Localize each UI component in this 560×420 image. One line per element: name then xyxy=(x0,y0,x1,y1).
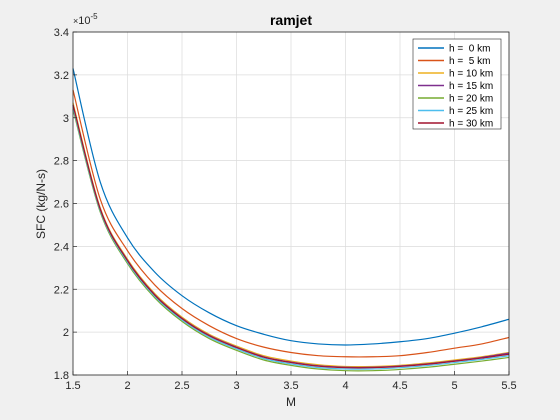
x-tick-label: 4.5 xyxy=(392,380,407,392)
x-tick-label: 3.5 xyxy=(283,380,298,392)
series-line-6 xyxy=(72,104,510,369)
legend-entry-1: h = 5 km xyxy=(449,56,490,67)
legend-box xyxy=(412,38,502,130)
x-tick-label: 4 xyxy=(342,380,348,392)
legend-entry-2: h = 10 km xyxy=(449,69,493,80)
series-line-5 xyxy=(72,106,510,370)
y-tick-label: 3 xyxy=(63,113,69,125)
legend-entry-3: h = 15 km xyxy=(449,81,493,92)
series-line-1 xyxy=(72,89,510,358)
y-tick-label: 2.2 xyxy=(54,284,69,296)
x-tick-label: 2.5 xyxy=(174,380,189,392)
y-axis-label: SFC (kg/N-s) xyxy=(34,169,48,239)
legend-entry-6: h = 30 km xyxy=(449,119,493,130)
y-tick-label: 2.6 xyxy=(54,199,69,211)
y-tick-label: 2.4 xyxy=(54,241,69,253)
x-axis: 1.5 2 2.5 3 3.5 4 4.5 5 5.5 xyxy=(65,371,517,392)
y-exponent: ×10-5 xyxy=(73,12,98,27)
series-lines xyxy=(72,68,510,372)
y-tick-label: 1.8 xyxy=(54,370,69,382)
x-tick-label: 5.5 xyxy=(501,380,516,392)
x-tick-label: 2 xyxy=(124,380,130,392)
x-tick-label: 1.5 xyxy=(65,380,80,392)
legend-entry-0: h = 0 km xyxy=(449,44,490,55)
y-exponent-power: -5 xyxy=(91,12,99,21)
y-tick-label: 3.2 xyxy=(54,70,69,82)
y-tick-label: 2 xyxy=(63,327,69,339)
x-tick-label: 5 xyxy=(451,380,457,392)
legend-entry-4: h = 20 km xyxy=(449,94,493,105)
x-axis-label: M xyxy=(286,395,296,409)
legend: h = 0 kmh = 5 km h = 10 kmh = 15 km h = 20… xyxy=(412,38,502,130)
y-tick-label: 2.8 xyxy=(54,156,69,168)
y-tick-label: 3.4 xyxy=(54,27,69,39)
y-exponent-base: 10 xyxy=(78,15,90,27)
y-axis: 1.8 2 2.2 2.4 2.6 2.8 3 3.2 3.4 xyxy=(54,27,77,382)
chart-title: ramjet xyxy=(270,12,312,28)
series-line-4 xyxy=(72,109,510,372)
x-tick-label: 3 xyxy=(233,380,239,392)
legend-entry-5: h = 25 km xyxy=(449,106,493,117)
series-line-0 xyxy=(72,68,510,346)
